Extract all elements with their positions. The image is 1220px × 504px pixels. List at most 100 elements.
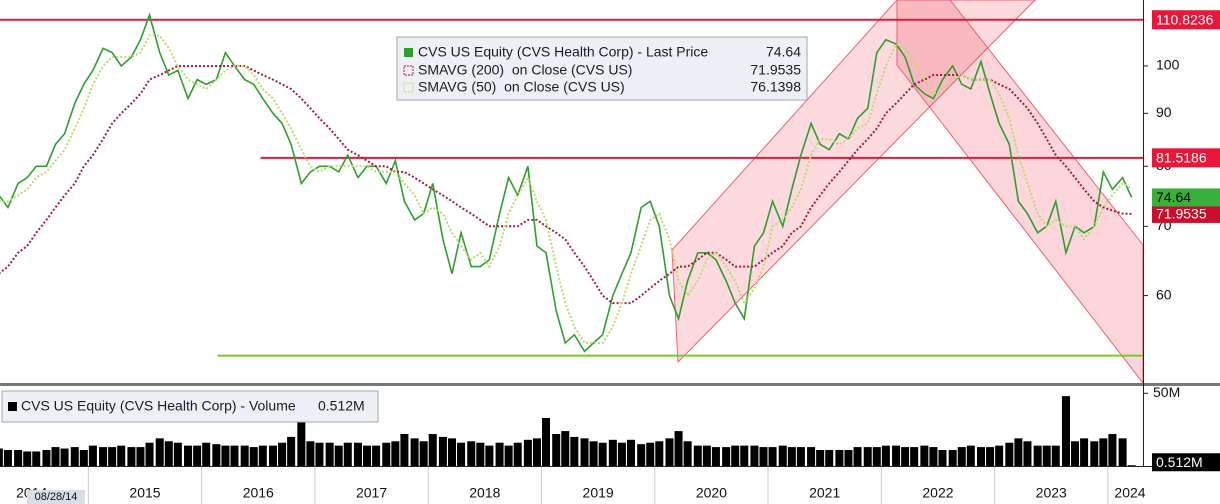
value-tag xyxy=(1152,204,1220,223)
volume-bar xyxy=(88,445,97,466)
volume-bar xyxy=(995,445,1004,466)
value-tag-label: 71.9535 xyxy=(1156,206,1207,222)
x-tick-label: 2016 xyxy=(243,485,274,501)
legend-box xyxy=(1,390,379,423)
value-tag xyxy=(1152,188,1220,207)
volume-bar xyxy=(1080,438,1089,466)
volume-bar xyxy=(428,434,437,466)
legend-label: CVS US Equity (CVS Health Corp) - Volume xyxy=(21,398,296,414)
cursor-date-box xyxy=(27,490,85,504)
volume-bar xyxy=(372,445,381,466)
volume-bar xyxy=(1071,441,1080,466)
volume-bar xyxy=(60,448,69,466)
volume-bar xyxy=(825,450,834,466)
volume-bar xyxy=(532,438,541,466)
volume-bar xyxy=(1033,445,1042,466)
volume-bar xyxy=(334,445,343,466)
legend-swatch xyxy=(403,82,414,93)
volume-bar xyxy=(711,447,720,466)
volume-bar xyxy=(731,445,740,466)
volume-bar xyxy=(1042,445,1051,466)
volume-bar xyxy=(240,445,249,466)
series-line xyxy=(0,12,1133,353)
volume-bar xyxy=(1099,438,1108,466)
volume-bar xyxy=(278,442,287,466)
y-tick-label: 100 xyxy=(1156,57,1180,73)
volume-bar xyxy=(127,447,136,466)
volume-bar xyxy=(570,436,579,466)
volume-bar xyxy=(872,447,881,466)
legend-swatch xyxy=(403,65,414,76)
legend-value: 74.64 xyxy=(766,44,801,60)
volume-bar xyxy=(70,447,79,466)
volume-bar xyxy=(1127,465,1136,466)
volume-bar xyxy=(343,442,352,466)
volume-bar xyxy=(447,438,457,466)
volume-legend: CVS US Equity (CVS Health Corp) - Volume… xyxy=(1,390,379,423)
x-tick-label: 2017 xyxy=(356,485,387,501)
volume-bar xyxy=(617,442,626,466)
volume-bar xyxy=(787,447,796,466)
legend-value: 76.1398 xyxy=(750,79,801,95)
x-tick-label: 2019 xyxy=(583,485,614,501)
volume-bar xyxy=(835,450,844,466)
volume-bar xyxy=(768,447,777,466)
legend-label: CVS US Equity (CVS Health Corp) - Last P… xyxy=(418,44,708,60)
volume-bar xyxy=(513,442,522,466)
volume-bar xyxy=(702,445,711,466)
value-tag-label: 0.512M xyxy=(1156,454,1203,470)
down-channel xyxy=(896,0,1144,385)
value-tag-label: 110.8236 xyxy=(1156,11,1214,27)
volume-bar xyxy=(391,441,400,466)
value-tag xyxy=(1152,148,1220,168)
volume-bar xyxy=(315,442,324,466)
volume-bar xyxy=(1118,438,1127,466)
volume-bar xyxy=(778,445,787,466)
volume-bar xyxy=(589,441,598,466)
volume-bar xyxy=(495,442,504,466)
volume-bar xyxy=(722,447,731,466)
volume-bar xyxy=(32,451,41,466)
volume-bar xyxy=(99,447,108,466)
value-tag-label: 81.5186 xyxy=(1156,150,1207,166)
volume-bar xyxy=(287,436,296,466)
volume-bar xyxy=(42,450,51,466)
volume-bar xyxy=(655,441,664,466)
volume-bar xyxy=(759,447,768,466)
legend-box xyxy=(396,36,808,101)
volume-bar xyxy=(683,441,692,466)
volume-bar xyxy=(1051,445,1060,466)
legend-value: 0.512M xyxy=(318,398,365,414)
volume-bar xyxy=(665,438,674,466)
volume-bar xyxy=(796,447,805,466)
volume-bar xyxy=(230,445,239,466)
volume-bar xyxy=(957,447,966,466)
x-tick-label: 2015 xyxy=(129,485,160,501)
volume-bar xyxy=(901,447,910,466)
plot-area xyxy=(0,12,1148,504)
x-tick-label: 2022 xyxy=(922,485,953,501)
volume-bar xyxy=(485,445,494,466)
y-tick-label: 90 xyxy=(1156,104,1172,120)
volume-bar xyxy=(750,445,759,466)
volume-bar xyxy=(674,431,683,466)
volume-bar xyxy=(457,442,466,466)
legend-swatch xyxy=(8,402,17,411)
legend-value: 71.9535 xyxy=(750,62,801,78)
volume-bar xyxy=(1108,434,1117,466)
legend-label: SMAVG (200) on Close (CVS US) xyxy=(418,62,632,78)
volume-bar xyxy=(598,442,607,466)
x-tick-label: 2024 xyxy=(1114,485,1145,501)
volume-bar xyxy=(0,448,3,466)
series-line xyxy=(0,34,1133,344)
volume-bar xyxy=(202,442,211,466)
volume-bar xyxy=(258,445,267,466)
volume-bar xyxy=(249,447,258,466)
volume-bar xyxy=(297,413,306,466)
volume-bar xyxy=(1005,442,1014,466)
volume-bar xyxy=(552,434,561,466)
y-tick-label: 50M xyxy=(1153,384,1180,400)
volume-bar xyxy=(948,450,957,466)
volume-bar xyxy=(3,450,12,466)
